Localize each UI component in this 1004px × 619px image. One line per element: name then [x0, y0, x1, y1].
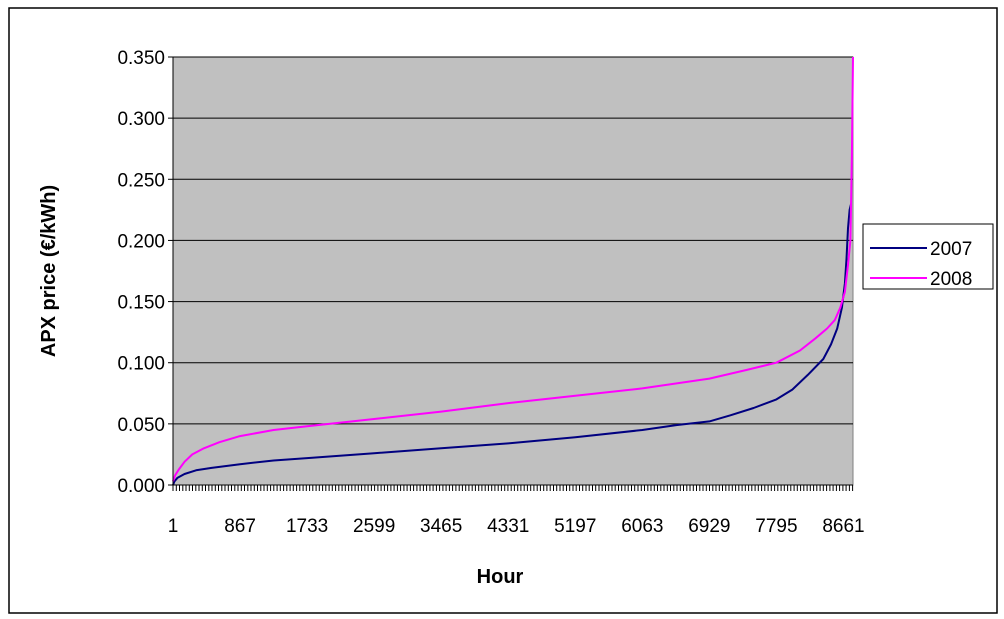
- plot-area: [172, 56, 854, 486]
- series-line-2008: [172, 56, 854, 482]
- x-tick-label: 1733: [286, 516, 328, 537]
- y-tick-label: 0.250: [117, 170, 165, 191]
- series-lines: [172, 56, 854, 486]
- x-tick-label: 867: [224, 516, 256, 537]
- gridlines: [173, 56, 853, 425]
- x-tick-label: 7795: [755, 516, 797, 537]
- legend-items: 2007 2008: [870, 239, 972, 290]
- y-tick-label: 0.050: [117, 415, 165, 436]
- x-tick-label: 8661: [822, 516, 864, 537]
- x-tick-label: 5197: [554, 516, 596, 537]
- x-tick-label: 1: [168, 516, 179, 537]
- y-tick-label: 0.100: [117, 354, 165, 375]
- y-axis: 0.000 0.050 0.100 0.150 0.200 0.250 0.300 0.350: [117, 48, 174, 497]
- y-tick-label: 0.000: [117, 476, 165, 497]
- x-tick-label: 4331: [487, 516, 529, 537]
- x-tick-label: 6929: [688, 516, 730, 537]
- x-tick-label: 2599: [353, 516, 395, 537]
- legend: 2007 2008: [862, 223, 994, 290]
- legend-label-2007: 2007: [930, 239, 972, 260]
- y-axis-title: APX price (€/kWh): [38, 185, 60, 357]
- x-minor-ticks: [172, 485, 854, 491]
- y-tick-label: 0.150: [117, 293, 165, 314]
- x-tick-label: 6063: [621, 516, 663, 537]
- x-tick-label: 3465: [420, 516, 462, 537]
- y-tick-label: 0.300: [117, 109, 165, 130]
- x-axis-title: Hour: [477, 566, 524, 588]
- x-axis: 1 867 1733 2599 3465 4331 5197 6063 6929 7795 8661: [168, 484, 865, 537]
- y-tick-label: 0.200: [117, 231, 165, 252]
- legend-label-2008: 2008: [930, 269, 972, 290]
- legend-box: [862, 223, 994, 290]
- y-tick-label: 0.350: [117, 48, 165, 69]
